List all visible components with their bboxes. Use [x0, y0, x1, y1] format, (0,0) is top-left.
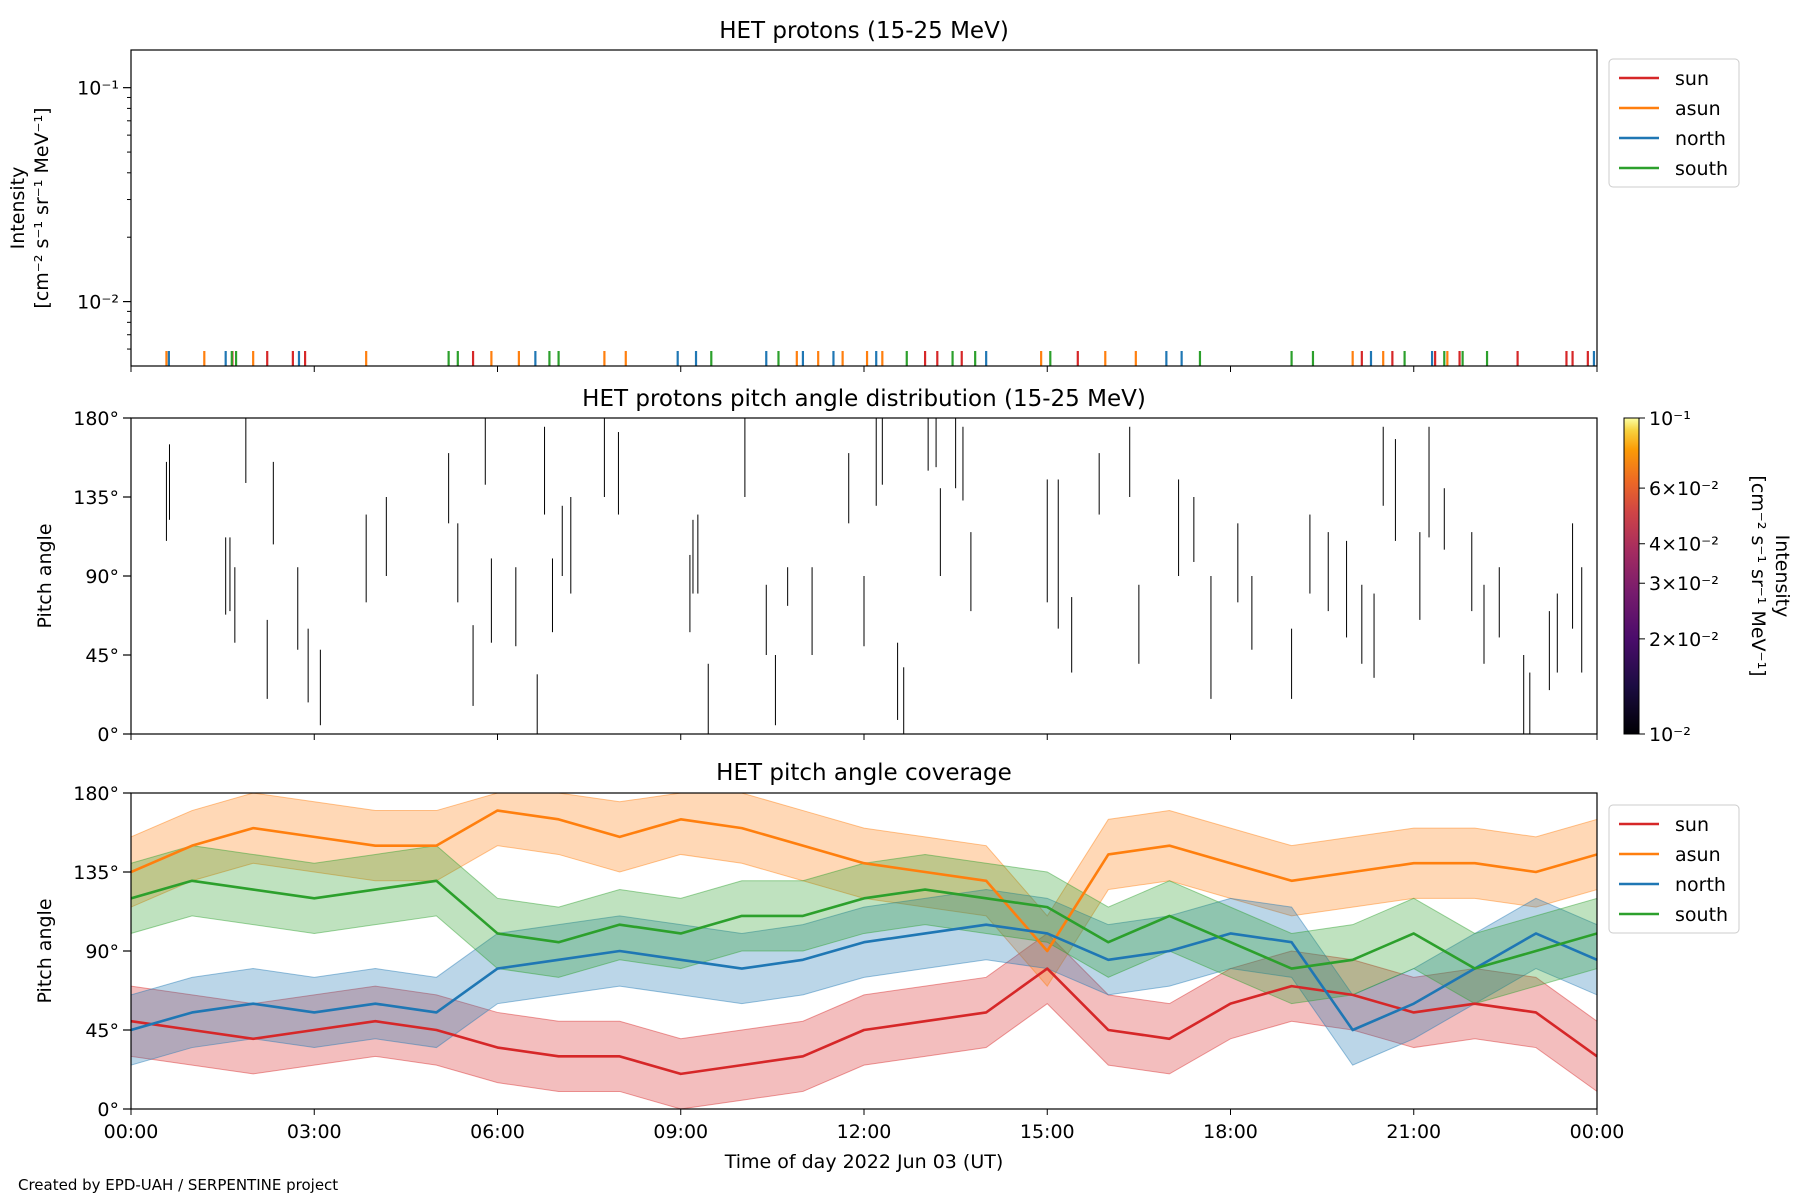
y-tick-label: 90° — [85, 566, 119, 588]
panel-pitch-distribution: HET protons pitch angle distribution (15… — [34, 386, 1793, 746]
x-tick-label: 00:00 — [104, 1121, 159, 1143]
panel1-ylabel-line1: Intensity — [7, 167, 29, 250]
panel3-marks — [131, 793, 1597, 1109]
panel1-marks — [165, 351, 1596, 366]
y-tick-label: 0° — [97, 724, 119, 746]
panel1-ylabel-line2: [cm⁻² s⁻¹ sr⁻¹ MeV⁻¹] — [31, 107, 53, 308]
y-tick-label: 0° — [97, 1099, 119, 1121]
y-tick-label: 10⁻¹ — [77, 78, 119, 100]
panel-intensity: HET protons (15-25 MeV) 10⁻¹ 10⁻² Intensi… — [7, 18, 1740, 367]
panel2-ylabel: Pitch angle — [34, 523, 56, 628]
panel1-frame — [130, 49, 1598, 367]
band-asun — [131, 793, 1597, 987]
legend-label-south: south — [1675, 158, 1728, 180]
panel-pitch-coverage: HET pitch angle coverage 180° 135° 90° 45° 0… — [34, 760, 1740, 1121]
y-tick-label: 90° — [85, 941, 119, 963]
colorbar-tick-label: 2×10⁻² — [1649, 629, 1719, 651]
colorbar-label-line2: [cm⁻² s⁻¹ sr⁻¹ MeV⁻¹] — [1747, 475, 1769, 676]
legend-label-sun: sun — [1675, 814, 1709, 836]
y-tick-label: 45° — [85, 1020, 119, 1042]
panel1-legend: sun asun north south — [1608, 58, 1740, 188]
colorbar-tick-label: 4×10⁻² — [1649, 534, 1719, 556]
y-tick-label: 135° — [73, 487, 119, 509]
colorbar-tick-label: 10⁻¹ — [1649, 408, 1691, 430]
colorbar-ticks: 10⁻¹ 6×10⁻² 4×10⁻² 3×10⁻² 2×10⁻² 10⁻² — [1639, 408, 1719, 746]
legend-box — [1608, 58, 1740, 188]
line-asun — [131, 809, 1597, 953]
colorbar-gradient — [1623, 417, 1640, 735]
x-tick-label: 00:00 — [1570, 1121, 1625, 1143]
x-ticks: 00:00 03:00 06:00 09:00 12:00 15:00 18:00 21:00… — [104, 366, 1625, 1143]
legend-label-south: south — [1675, 904, 1728, 926]
x-axis-label: Time of day 2022 Jun 03 (UT) — [724, 1151, 1004, 1173]
colorbar-label: Intensity [cm⁻² s⁻¹ sr⁻¹ MeV⁻¹] — [1747, 475, 1793, 676]
panel2-yticks: 180° 135° 90° 45° 0° — [73, 408, 131, 746]
x-tick-label: 18:00 — [1203, 1121, 1258, 1143]
colorbar: 10⁻¹ 6×10⁻² 4×10⁻² 3×10⁻² 2×10⁻² 10⁻² Intensi… — [1623, 408, 1793, 746]
x-tick-label: 12:00 — [837, 1121, 892, 1143]
legend-box — [1608, 804, 1740, 934]
band-south — [131, 845, 1597, 1005]
legend-label-north: north — [1675, 128, 1726, 150]
legend-label-north: north — [1675, 874, 1726, 896]
y-tick-label: 45° — [85, 645, 119, 667]
colorbar-tick-label: 10⁻² — [1649, 724, 1691, 746]
panel3-legend: sun asun north south — [1608, 804, 1740, 934]
y-tick-label: 180° — [73, 408, 119, 430]
x-tick-label: 21:00 — [1386, 1121, 1441, 1143]
band-sun — [131, 932, 1597, 1109]
panel3-ylabel: Pitch angle — [34, 898, 56, 1003]
legend-label-asun: asun — [1675, 844, 1721, 866]
legend-label-asun: asun — [1675, 98, 1721, 120]
colorbar-tick-label: 3×10⁻² — [1649, 573, 1719, 595]
panel1-ylabel: Intensity [cm⁻² s⁻¹ sr⁻¹ MeV⁻¹] — [7, 107, 53, 308]
x-tick-label: 15:00 — [1020, 1121, 1075, 1143]
colorbar-tick-label: 6×10⁻² — [1649, 478, 1719, 500]
y-tick-label: 10⁻² — [77, 292, 119, 314]
panel1-title: HET protons (15-25 MeV) — [719, 18, 1009, 44]
panel2-marks — [165, 418, 1583, 734]
y-tick-label: 135° — [73, 862, 119, 884]
panel2-title: HET protons pitch angle distribution (15… — [582, 386, 1146, 412]
x-tick-label: 09:00 — [653, 1121, 708, 1143]
colorbar-label-line1: Intensity — [1771, 535, 1793, 618]
y-tick-label: 180° — [73, 783, 119, 805]
x-tick-label: 03:00 — [287, 1121, 342, 1143]
legend-label-sun: sun — [1675, 68, 1709, 90]
credit-text: Created by EPD-UAH / SERPENTINE project — [18, 1176, 338, 1194]
panel3-title: HET pitch angle coverage — [716, 760, 1012, 786]
panel1-yticks: 10⁻¹ 10⁻² — [77, 78, 131, 350]
line-south — [131, 879, 1597, 970]
x-tick-label: 06:00 — [470, 1121, 525, 1143]
panel3-yticks: 180° 135° 90° 45° 0° — [73, 783, 131, 1121]
line-north — [131, 923, 1597, 1032]
line-sun — [131, 967, 1597, 1076]
